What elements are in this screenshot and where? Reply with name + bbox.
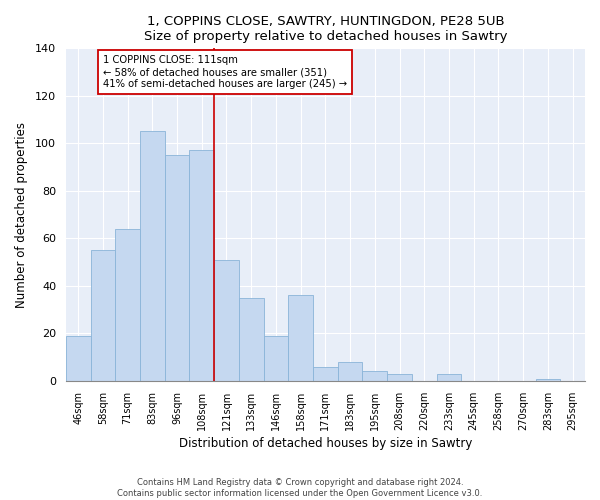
Bar — [338, 362, 362, 381]
Text: 1 COPPINS CLOSE: 111sqm
← 58% of detached houses are smaller (351)
41% of semi-d: 1 COPPINS CLOSE: 111sqm ← 58% of detache… — [103, 56, 347, 88]
Bar — [263, 336, 289, 381]
Bar — [313, 366, 338, 381]
Bar — [239, 298, 263, 381]
Text: Contains HM Land Registry data © Crown copyright and database right 2024.
Contai: Contains HM Land Registry data © Crown c… — [118, 478, 482, 498]
Bar — [214, 260, 239, 381]
Bar — [91, 250, 115, 381]
Bar — [190, 150, 214, 381]
Bar — [115, 229, 140, 381]
Bar — [66, 336, 91, 381]
Y-axis label: Number of detached properties: Number of detached properties — [15, 122, 28, 308]
Bar — [437, 374, 461, 381]
Title: 1, COPPINS CLOSE, SAWTRY, HUNTINGDON, PE28 5UB
Size of property relative to deta: 1, COPPINS CLOSE, SAWTRY, HUNTINGDON, PE… — [143, 15, 507, 43]
X-axis label: Distribution of detached houses by size in Sawtry: Distribution of detached houses by size … — [179, 437, 472, 450]
Bar — [536, 378, 560, 381]
Bar — [362, 372, 387, 381]
Bar — [140, 132, 164, 381]
Bar — [387, 374, 412, 381]
Bar — [164, 155, 190, 381]
Bar — [289, 296, 313, 381]
